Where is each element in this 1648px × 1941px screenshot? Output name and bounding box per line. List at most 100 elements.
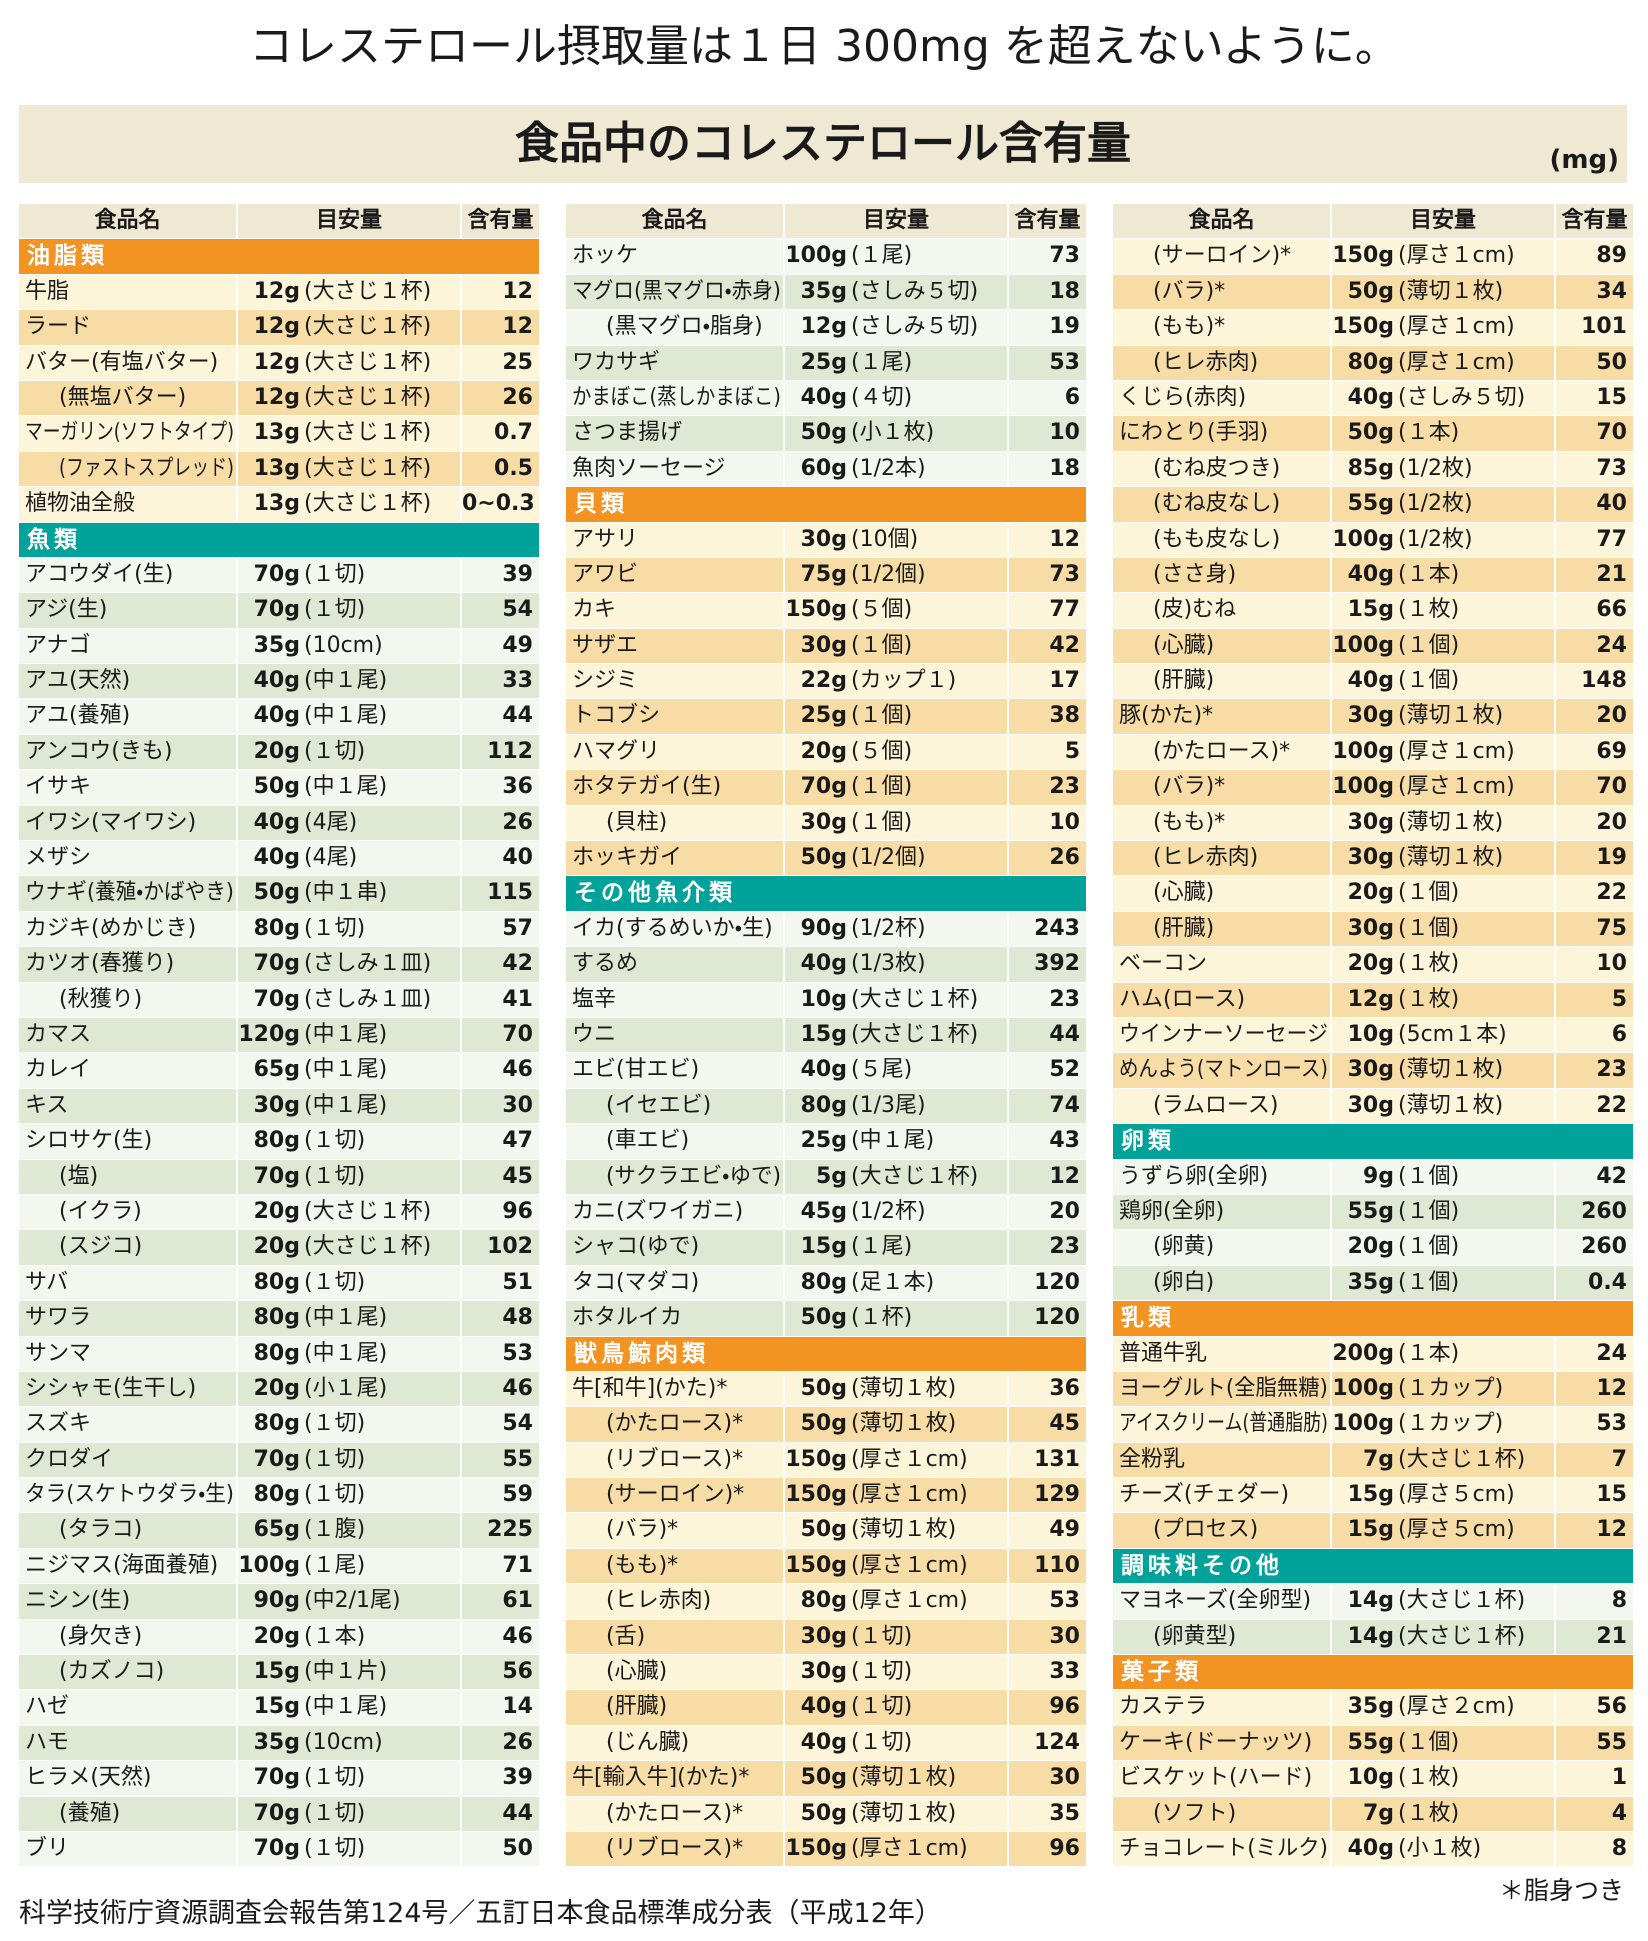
- cholesterol-value: 5: [1556, 982, 1633, 1017]
- food-row: 魚肉ソーセージ 60g (1/2本) 18: [566, 451, 1086, 488]
- amount: 10g: [1347, 1765, 1394, 1791]
- measure: (１本): [1398, 561, 1460, 587]
- amount: 12g: [253, 314, 300, 340]
- amount-wrap: 80g (１切): [238, 1407, 366, 1441]
- amount-cell: 12g (大さじ１杯): [238, 274, 462, 310]
- food-row: (もも)* 150g (厚さ１cm) 101: [1113, 310, 1633, 346]
- measure: (大さじ１杯): [851, 1021, 979, 1047]
- amount: 30g: [253, 1092, 300, 1118]
- food-name: 普通牛乳: [1119, 1340, 1208, 1366]
- food-name: ワカサギ: [572, 349, 661, 375]
- amount-wrap: 20g (１個): [1332, 1230, 1460, 1264]
- food-row: (むね皮つき) 85g (1/2枚) 73: [1113, 451, 1633, 488]
- measure: (中１尾): [304, 1021, 388, 1047]
- amount-wrap: 55g (１個): [1332, 1195, 1460, 1229]
- table-title: 食品中のコレステロール含有量: [515, 118, 1131, 169]
- amount: 30g: [800, 526, 847, 552]
- measure: (１腹): [304, 1517, 366, 1543]
- amount: 100g: [785, 243, 847, 269]
- measure: (中2/1尾): [304, 1588, 401, 1614]
- food-row: (心臓) 30g (１切) 33: [566, 1655, 1086, 1691]
- amount-cell: 14g (大さじ１杯): [1332, 1584, 1556, 1619]
- amount-wrap: 9g (１個): [1332, 1160, 1459, 1194]
- food-row: (卵黄型) 14g (大さじ１杯) 21: [1113, 1619, 1633, 1656]
- page-title: コレステロール摂取量は１日 300mg を超えないように。: [249, 21, 1399, 72]
- cholesterol-value: 61: [462, 1584, 539, 1619]
- food-name: マヨネーズ(全卵型): [1119, 1588, 1312, 1614]
- amount-wrap: 25g (中１尾): [785, 1124, 935, 1158]
- food-name-cell: キス: [19, 1088, 238, 1124]
- cholesterol-value: 10: [1009, 416, 1086, 451]
- amount: 20g: [253, 1234, 300, 1260]
- amount-cell: 150g (厚さ１cm): [785, 1548, 1009, 1584]
- cholesterol-value: 75: [1556, 911, 1633, 947]
- cholesterol-value: 12: [1009, 1159, 1086, 1194]
- food-name: (じん臓): [606, 1729, 690, 1755]
- food-name: タコ(マダコ): [572, 1269, 700, 1295]
- amount: 25g: [800, 349, 847, 375]
- food-name: (秋獲り): [59, 986, 143, 1012]
- food-name-cell: (リブロース)*: [566, 1831, 785, 1867]
- cholesterol-value: 70: [1556, 770, 1633, 805]
- food-row: (もも皮なし) 100g (1/2枚) 77: [1113, 522, 1633, 558]
- amount-wrap: 35g (１個): [1332, 1266, 1460, 1300]
- cholesterol-value: 25: [462, 345, 539, 380]
- amount-cell: 55g (1/2枚): [1332, 487, 1556, 522]
- food-name-cell: ブリ: [19, 1831, 238, 1867]
- amount-cell: 10g (大さじ１杯): [785, 982, 1009, 1017]
- measure: (1/2枚): [1398, 526, 1473, 552]
- measure: (１個): [1398, 1234, 1460, 1260]
- food-row: (かたロース)* 100g (厚さ１cm) 69: [1113, 734, 1633, 771]
- food-row: シシャモ(生干し) 20g (小１尾) 46: [19, 1371, 539, 1408]
- cholesterol-value: 102: [462, 1230, 539, 1265]
- measure: (厚さ１cm): [1398, 349, 1515, 375]
- amount-wrap: 7g (１枚): [1332, 1797, 1459, 1831]
- measure: (さしみ５切): [1398, 384, 1526, 410]
- food-row: キス 30g (中１尾) 30: [19, 1088, 539, 1125]
- food-name-cell: ヨーグルト(全脂無糖): [1113, 1371, 1332, 1407]
- food-row: (リブロース)* 150g (厚さ１cm) 96: [566, 1831, 1086, 1868]
- food-name-cell: (秋獲り): [19, 982, 238, 1017]
- amount-cell: 20g (大さじ１杯): [238, 1194, 462, 1230]
- amount-cell: 100g (厚さ１cm): [1332, 734, 1556, 770]
- food-name: アサリ: [572, 526, 639, 552]
- food-name-cell: (ヒレ赤肉): [1113, 841, 1332, 876]
- amount-wrap: 50g (１本): [1332, 416, 1460, 450]
- food-row: (イクラ) 20g (大さじ１杯) 96: [19, 1194, 539, 1231]
- food-name: めんよう(マトンロース): [1119, 1057, 1328, 1083]
- cholesterol-value: 42: [462, 947, 539, 982]
- cholesterol-value: 15: [1556, 1478, 1633, 1513]
- amount-wrap: 14g (大さじ１杯): [1332, 1584, 1526, 1618]
- amount: 65g: [253, 1517, 300, 1543]
- amount-cell: 15g (１枚): [1332, 593, 1556, 628]
- amount-cell: 40g (１個): [1332, 664, 1556, 699]
- food-name-cell: スズキ: [19, 1407, 238, 1442]
- amount-wrap: 13g (大さじ１杯): [238, 487, 432, 521]
- section-title: 貝類: [566, 487, 1086, 522]
- measure: (薄切１枚): [851, 1517, 957, 1543]
- food-name-cell: ウインナーソーセージ: [1113, 1017, 1332, 1053]
- amount-cell: 25g (中１尾): [785, 1124, 1009, 1159]
- amount-cell: 40g (小１枚): [1332, 1831, 1556, 1867]
- measure: (１切): [304, 738, 366, 764]
- food-name: (もも)*: [1153, 314, 1226, 340]
- food-name-cell: 植物油全般: [19, 487, 238, 522]
- cholesterol-value: 23: [1556, 1053, 1633, 1088]
- food-name: ウインナーソーセージ: [1119, 1021, 1328, 1047]
- amount-cell: 55g (１個): [1332, 1194, 1556, 1230]
- cholesterol-value: 42: [1556, 1159, 1633, 1194]
- food-row: ウナギ(養殖・かばやき) 50g (中１串) 115: [19, 876, 539, 912]
- food-name-cell: イカ(するめいか・生): [566, 911, 785, 947]
- amount-cell: 10g (5cm１本): [1332, 1017, 1556, 1053]
- measure: (大さじ１杯): [304, 384, 432, 410]
- measure: (１切): [304, 1835, 366, 1861]
- food-name-cell: 全粉乳: [1113, 1442, 1332, 1478]
- cholesterol-value: 21: [1556, 1619, 1633, 1655]
- amount-wrap: 30g (１個): [785, 629, 913, 663]
- amount-wrap: 50g (薄切１枚): [785, 1407, 957, 1441]
- amount-wrap: 12g (大さじ１杯): [238, 310, 432, 344]
- measure: (カップ１): [851, 668, 957, 694]
- food-name: カジキ(めかじき): [25, 915, 197, 941]
- amount-cell: 13g (大さじ１杯): [238, 487, 462, 522]
